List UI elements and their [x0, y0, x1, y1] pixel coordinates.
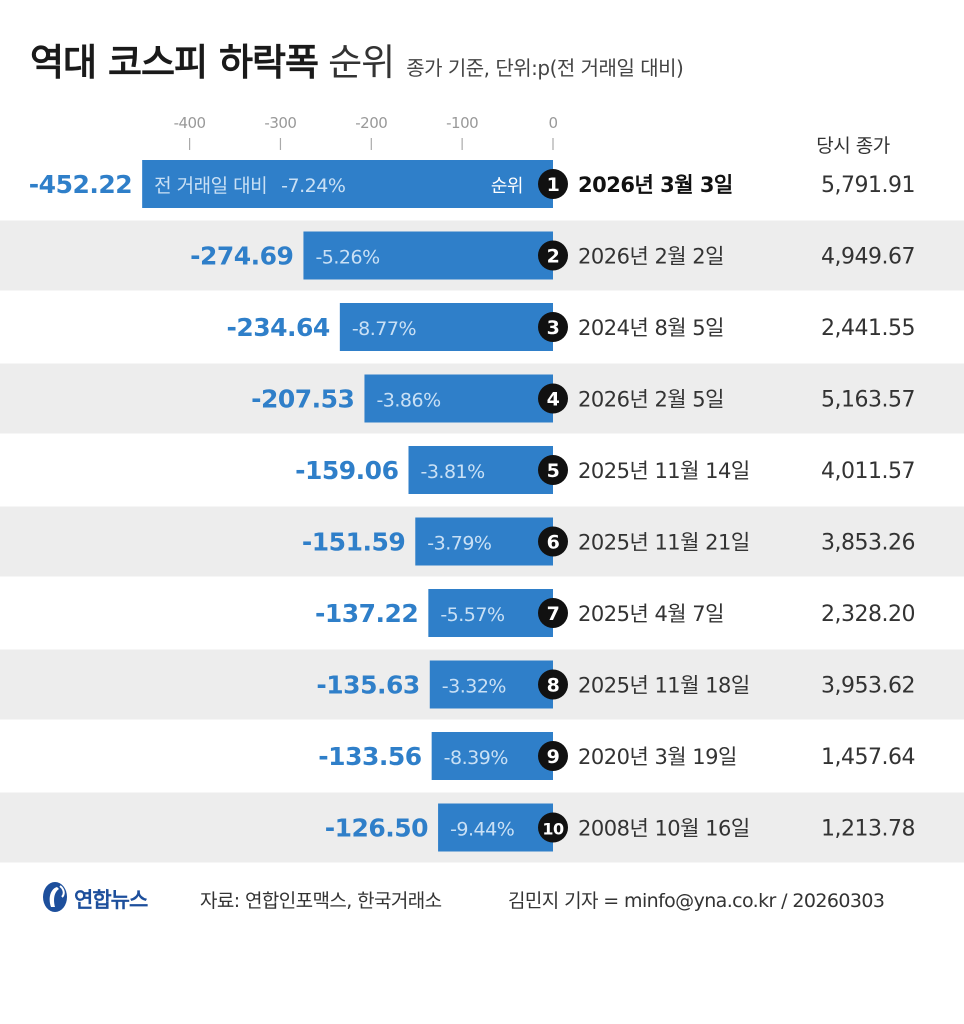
bar-pct-label: -7.24% — [281, 175, 345, 197]
yonhap-logo-icon — [43, 882, 67, 912]
rank-label: 순위 — [491, 176, 523, 197]
close-value: 5,163.57 — [821, 388, 915, 413]
x-tick-label: -100 — [446, 114, 478, 132]
rank-number: 10 — [542, 820, 564, 839]
bar — [415, 517, 553, 566]
close-value: 5,791.91 — [821, 173, 915, 198]
date-label: 2026년 2월 5일 — [578, 388, 724, 412]
pct-prefix: 전 거래일 대비 — [154, 175, 267, 197]
bar-pct-label: -8.39% — [444, 747, 508, 769]
x-tick-label: -200 — [355, 114, 387, 132]
bar-value-label: -159.06 — [295, 456, 398, 485]
date-label: 2008년 10월 16일 — [578, 817, 750, 841]
bar — [429, 660, 553, 709]
close-value: 4,011.57 — [821, 459, 915, 484]
x-tick-label: -400 — [174, 114, 206, 132]
rank-badge — [538, 312, 568, 342]
bar — [142, 160, 553, 208]
bar-pct-label: -3.81% — [420, 461, 484, 483]
bar-value-label: -234.64 — [226, 313, 329, 342]
rank-badge — [538, 669, 568, 700]
bar — [408, 446, 553, 494]
rank-badge — [538, 455, 568, 485]
rank-badge — [538, 741, 568, 771]
source-text: 자료: 연합인포맥스, 한국거래소 — [200, 890, 442, 912]
bar-pct-label: -8.77% — [352, 318, 416, 340]
bar-value-label: -137.22 — [315, 599, 418, 628]
rank-number: 2 — [547, 246, 560, 268]
date-label: 2020년 3월 19일 — [578, 745, 737, 769]
date-label: 2025년 11월 21일 — [578, 531, 750, 555]
bar-pct-label: -5.26% — [315, 247, 379, 269]
bar — [438, 803, 553, 852]
close-value: 3,953.62 — [821, 674, 915, 699]
bar-pct-label: -3.32% — [442, 676, 506, 698]
date-label: 2025년 11월 14일 — [578, 459, 750, 483]
date-label: 2025년 11월 18일 — [578, 674, 750, 698]
bar-pct-label: -9.44% — [450, 819, 514, 841]
bar — [303, 231, 553, 280]
close-value: 1,213.78 — [821, 817, 915, 842]
bar-value-label: -126.50 — [325, 814, 428, 843]
bar-chart: -400 -300 -200 -100 0 당시 종가 -452.22 전 거래일 대비 -7.… — [0, 114, 964, 863]
bar-value-label: -135.63 — [316, 671, 419, 700]
bar-pct-label: -5.57% — [440, 604, 504, 626]
date-label: 2024년 8월 5일 — [578, 316, 724, 340]
close-value: 1,457.64 — [821, 745, 915, 770]
rank-badge — [538, 383, 568, 414]
x-tick-label: -300 — [264, 114, 296, 132]
chart-subtitle: 종가 기준, 단위:p(전 거래일 대비) — [406, 56, 684, 80]
rank-number: 3 — [547, 317, 560, 339]
rank-number: 8 — [547, 675, 560, 697]
bar-pct-label: -3.86% — [376, 390, 440, 412]
bar-value-label: -274.69 — [190, 242, 293, 271]
rank-number: 4 — [547, 389, 560, 411]
close-value: 2,328.20 — [821, 602, 915, 627]
bar-value-label: -207.53 — [251, 385, 354, 414]
rank-number: 9 — [547, 746, 560, 768]
x-tick-label: 0 — [548, 114, 557, 132]
bar — [339, 303, 553, 351]
bar-pct-label: -3.79% — [427, 533, 491, 555]
bar — [428, 589, 553, 637]
rank-badge — [538, 812, 568, 843]
chart-title-light: 순위 — [328, 41, 395, 84]
rank-badge — [538, 526, 568, 557]
date-label: 2025년 4월 7일 — [578, 602, 724, 626]
credit-text: 김민지 기자 = minfo@yna.co.kr / 20260303 — [508, 890, 885, 912]
title-block: 역대 코스피 하락폭 순위 종가 기준, 단위:p(전 거래일 대비) — [30, 32, 684, 92]
bar — [431, 732, 553, 780]
close-value: 3,853.26 — [821, 531, 915, 556]
chart-title: 역대 코스피 하락폭 — [30, 41, 319, 84]
close-value: 4,949.67 — [821, 245, 915, 270]
rank-number: 1 — [547, 174, 560, 196]
date-label: 2026년 2월 2일 — [578, 245, 724, 269]
logo-text: 연합뉴스 — [74, 888, 148, 912]
bar — [364, 374, 553, 423]
rank-number: 7 — [547, 603, 560, 625]
bar-value-label: -133.56 — [318, 742, 421, 771]
bar-value-label: -452.22 — [29, 170, 132, 199]
rank-badge — [538, 598, 568, 628]
rank-badge — [538, 169, 568, 199]
bar-value-label: -151.59 — [302, 528, 405, 557]
close-value: 2,441.55 — [821, 316, 915, 341]
footer: 연합뉴스 자료: 연합인포맥스, 한국거래소 김민지 기자 = minfo@yn… — [40, 880, 940, 920]
rank-badge — [538, 240, 568, 271]
close-header: 당시 종가 — [816, 135, 889, 157]
rank-number: 6 — [547, 532, 560, 554]
date-label: 2026년 3월 3일 — [578, 173, 733, 197]
rank-number: 5 — [547, 460, 560, 482]
